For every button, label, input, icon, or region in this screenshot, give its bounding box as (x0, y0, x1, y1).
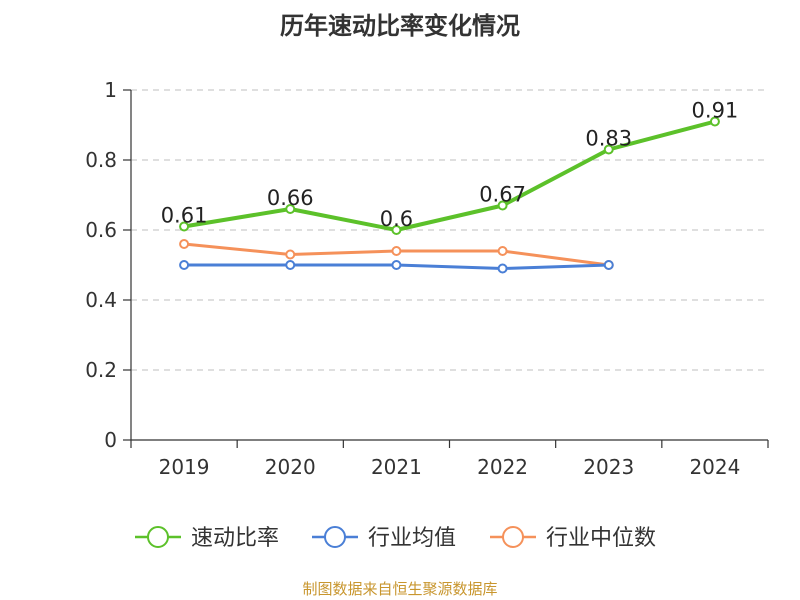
data-point (391, 225, 402, 235)
data-point (603, 144, 614, 155)
legend-marker-icon (147, 526, 169, 548)
y-tick-label: 0.8 (85, 148, 117, 172)
data-point (603, 260, 614, 270)
data-point (391, 246, 402, 256)
data-point (285, 260, 296, 270)
data-labels: 0.61 0.66 0.6 0.67 0.83 0.91 (161, 99, 739, 232)
data-point (497, 246, 508, 256)
legend-item: 行业中位数 (490, 526, 656, 551)
legend-label: 行业中位数 (546, 526, 656, 551)
x-tick-label: 2022 (477, 455, 528, 479)
series-line (183, 119, 716, 232)
y-tick-label: 0 (104, 428, 117, 452)
legend-item: 行业均值 (312, 526, 456, 551)
y-tick-label: 0.4 (85, 288, 117, 312)
data-label: 0.6 (380, 207, 413, 231)
data-label: 0.61 (161, 204, 208, 228)
x-tick-label: 2024 (689, 455, 740, 479)
legend-label: 速动比率 (191, 526, 279, 551)
data-point (497, 263, 508, 274)
chart-title: 历年速动比率变化情况 (280, 12, 520, 40)
data-label: 0.83 (585, 127, 632, 151)
axes: 0 0.2 0.4 0.6 0.8 1 2019 2020 2021 2022 2023 2024 (85, 78, 769, 479)
data-point (285, 204, 296, 214)
data-point (391, 260, 402, 270)
data-label: 0.66 (267, 186, 314, 210)
y-tick-label: 0.6 (85, 218, 117, 242)
data-source-note: 制图数据来自恒生聚源数据库 (302, 580, 498, 598)
x-tick-label: 2019 (159, 455, 210, 479)
legend: 速动比率 行业均值 行业中位数 (135, 526, 656, 551)
grid-lines (131, 89, 768, 371)
series-lines (179, 116, 720, 274)
data-point (179, 221, 190, 232)
legend-item: 速动比率 (135, 526, 279, 551)
y-tick-label: 0.2 (85, 358, 117, 382)
data-point (285, 249, 296, 260)
x-tick-label: 2021 (371, 455, 422, 479)
x-tick-label: 2023 (583, 455, 634, 479)
legend-label: 行业均值 (368, 526, 456, 551)
x-tick-label: 2020 (265, 455, 316, 479)
legend-marker-icon (324, 526, 346, 548)
data-point (179, 260, 190, 270)
y-tick-label: 1 (104, 78, 117, 102)
data-label: 0.67 (479, 183, 526, 207)
data-point (179, 239, 190, 249)
data-point (709, 116, 720, 127)
data-label: 0.91 (692, 99, 739, 123)
data-point (497, 200, 508, 211)
legend-marker-icon (502, 526, 524, 548)
